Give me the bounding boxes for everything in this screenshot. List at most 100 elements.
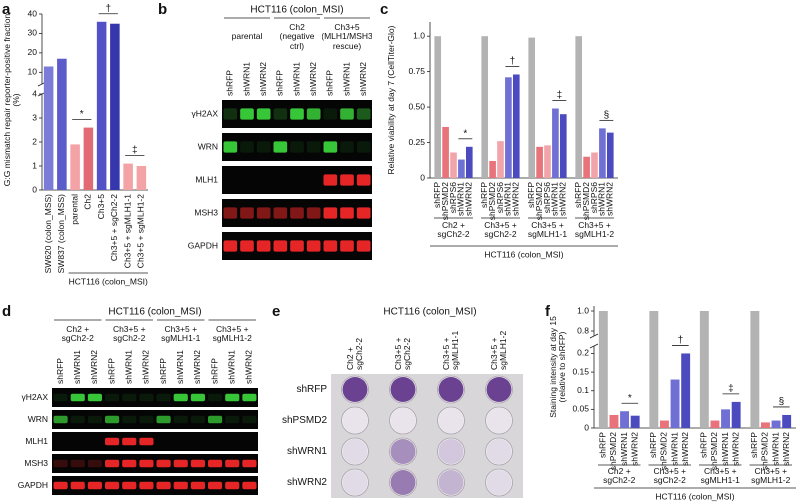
band	[173, 393, 188, 402]
bar	[110, 23, 120, 190]
band	[225, 393, 240, 402]
group-label: Ch3+5 + sgMLH1-2	[212, 323, 252, 343]
band	[240, 207, 254, 219]
band	[225, 459, 240, 468]
group-label: Ch2 + sgCh2-2	[437, 219, 470, 239]
lane-label: shWRN2	[89, 350, 99, 384]
y-tick-label: 10	[28, 67, 38, 77]
bar-label: shRFP	[598, 432, 608, 458]
bar-label: shWRN2	[464, 182, 474, 216]
band	[273, 141, 288, 153]
band	[173, 459, 188, 468]
well-staining	[438, 470, 464, 495]
significance-mark: †	[678, 335, 684, 346]
well-staining	[486, 377, 512, 402]
band	[70, 393, 85, 402]
significance-mark: ‡	[728, 384, 734, 395]
band	[105, 459, 120, 468]
band	[70, 459, 85, 468]
bar	[512, 74, 520, 178]
bar	[598, 311, 608, 428]
band	[273, 207, 288, 219]
group-label: Ch3+5 + sgMLH1-2	[751, 466, 791, 485]
row-label: GAPDH	[188, 240, 218, 250]
well-staining	[342, 439, 368, 464]
band	[105, 481, 120, 490]
band	[306, 108, 321, 120]
bar-label: shWRN2	[511, 182, 521, 216]
panel-letter: b	[158, 1, 167, 18]
well-staining	[438, 408, 464, 433]
lane-label: shRFP	[225, 70, 235, 96]
band	[340, 240, 354, 252]
lane-label: shRFP	[55, 358, 65, 384]
y-axis-label-box: Relative viability at day 7 (CellTiter-G…	[386, 25, 397, 175]
group-label-box: Ch3+5 + sgMLH1-2	[212, 323, 252, 343]
band	[240, 108, 254, 120]
y-axis-label: Staining intensity at day 15 (relative t…	[547, 316, 567, 418]
band	[306, 240, 321, 252]
y-axis-label: Relative viability at day 7 (CellTiter-G…	[386, 25, 397, 175]
significance-mark: *	[80, 109, 84, 120]
significance-mark: ‡	[132, 145, 138, 156]
band	[53, 415, 68, 424]
band	[307, 174, 321, 185]
panel-letter: c	[380, 1, 388, 18]
band	[156, 393, 171, 402]
y-tick-label: 3	[32, 112, 37, 122]
panel-letter: e	[272, 303, 280, 320]
blot-title: HCT116 (colon_MSI)	[108, 307, 201, 318]
bar	[123, 163, 133, 190]
bar	[782, 414, 792, 428]
y-tick-label: 4	[32, 88, 37, 98]
group-label: Ch3+5 + sgMLH1-1	[161, 323, 201, 343]
column-label-box: Ch3+5 + sgMLH1-1	[440, 330, 460, 370]
bar-label: shPSMD2	[440, 182, 450, 221]
bar	[83, 127, 94, 190]
y-tick-label: 1.0	[577, 305, 589, 315]
group-label-box: Ch3+5 + sgMLH1-1	[528, 220, 567, 239]
band	[256, 141, 271, 153]
bar-label: shRFP	[749, 432, 759, 458]
y-tick-label: 0.75	[408, 66, 425, 76]
band	[356, 108, 371, 120]
group-title: HCT116 (colon_MSI)	[655, 491, 734, 501]
row-label: shRFP	[296, 384, 327, 395]
well	[341, 406, 369, 435]
band	[306, 141, 321, 153]
group-label-box: Ch2 + sgCh2-2	[437, 219, 470, 239]
band	[242, 481, 257, 490]
column-label: Ch3+5 + sgMLH1-1	[440, 330, 460, 370]
band	[323, 240, 338, 252]
band	[356, 141, 371, 153]
significance-mark: †	[510, 56, 516, 67]
bar	[659, 420, 669, 428]
band	[87, 481, 102, 490]
lane-label: shRFP	[158, 358, 168, 384]
bar	[442, 126, 449, 178]
bar	[497, 141, 504, 178]
band	[240, 240, 254, 252]
lane-label: shWRN1	[241, 62, 251, 96]
group-title: HCT116 (colon_MSI)	[69, 276, 148, 286]
band	[53, 393, 68, 402]
bar	[536, 146, 543, 178]
band	[323, 141, 338, 153]
x-tick-label: Ch3+5 + sgCh2-2	[109, 194, 119, 261]
group-label-box: Ch3+5 (MLH1/MSH3 rescue)	[322, 22, 372, 50]
lane-label: shWRN1	[291, 62, 301, 96]
bar	[699, 311, 709, 428]
band	[105, 437, 120, 446]
bar	[481, 36, 489, 178]
band	[273, 108, 288, 120]
bar-label: shPSMD2	[581, 182, 591, 221]
significance-mark: †	[105, 3, 111, 14]
group-label: Ch3+5 + sgMLH1-2	[574, 219, 615, 239]
well	[341, 468, 369, 497]
y-tick-label: 0	[584, 422, 589, 432]
bar-label: shWRN1	[619, 432, 629, 466]
panel-letter: a	[2, 1, 11, 18]
band	[223, 108, 238, 120]
well	[437, 468, 465, 497]
bar-label: shWRN1	[770, 432, 780, 466]
